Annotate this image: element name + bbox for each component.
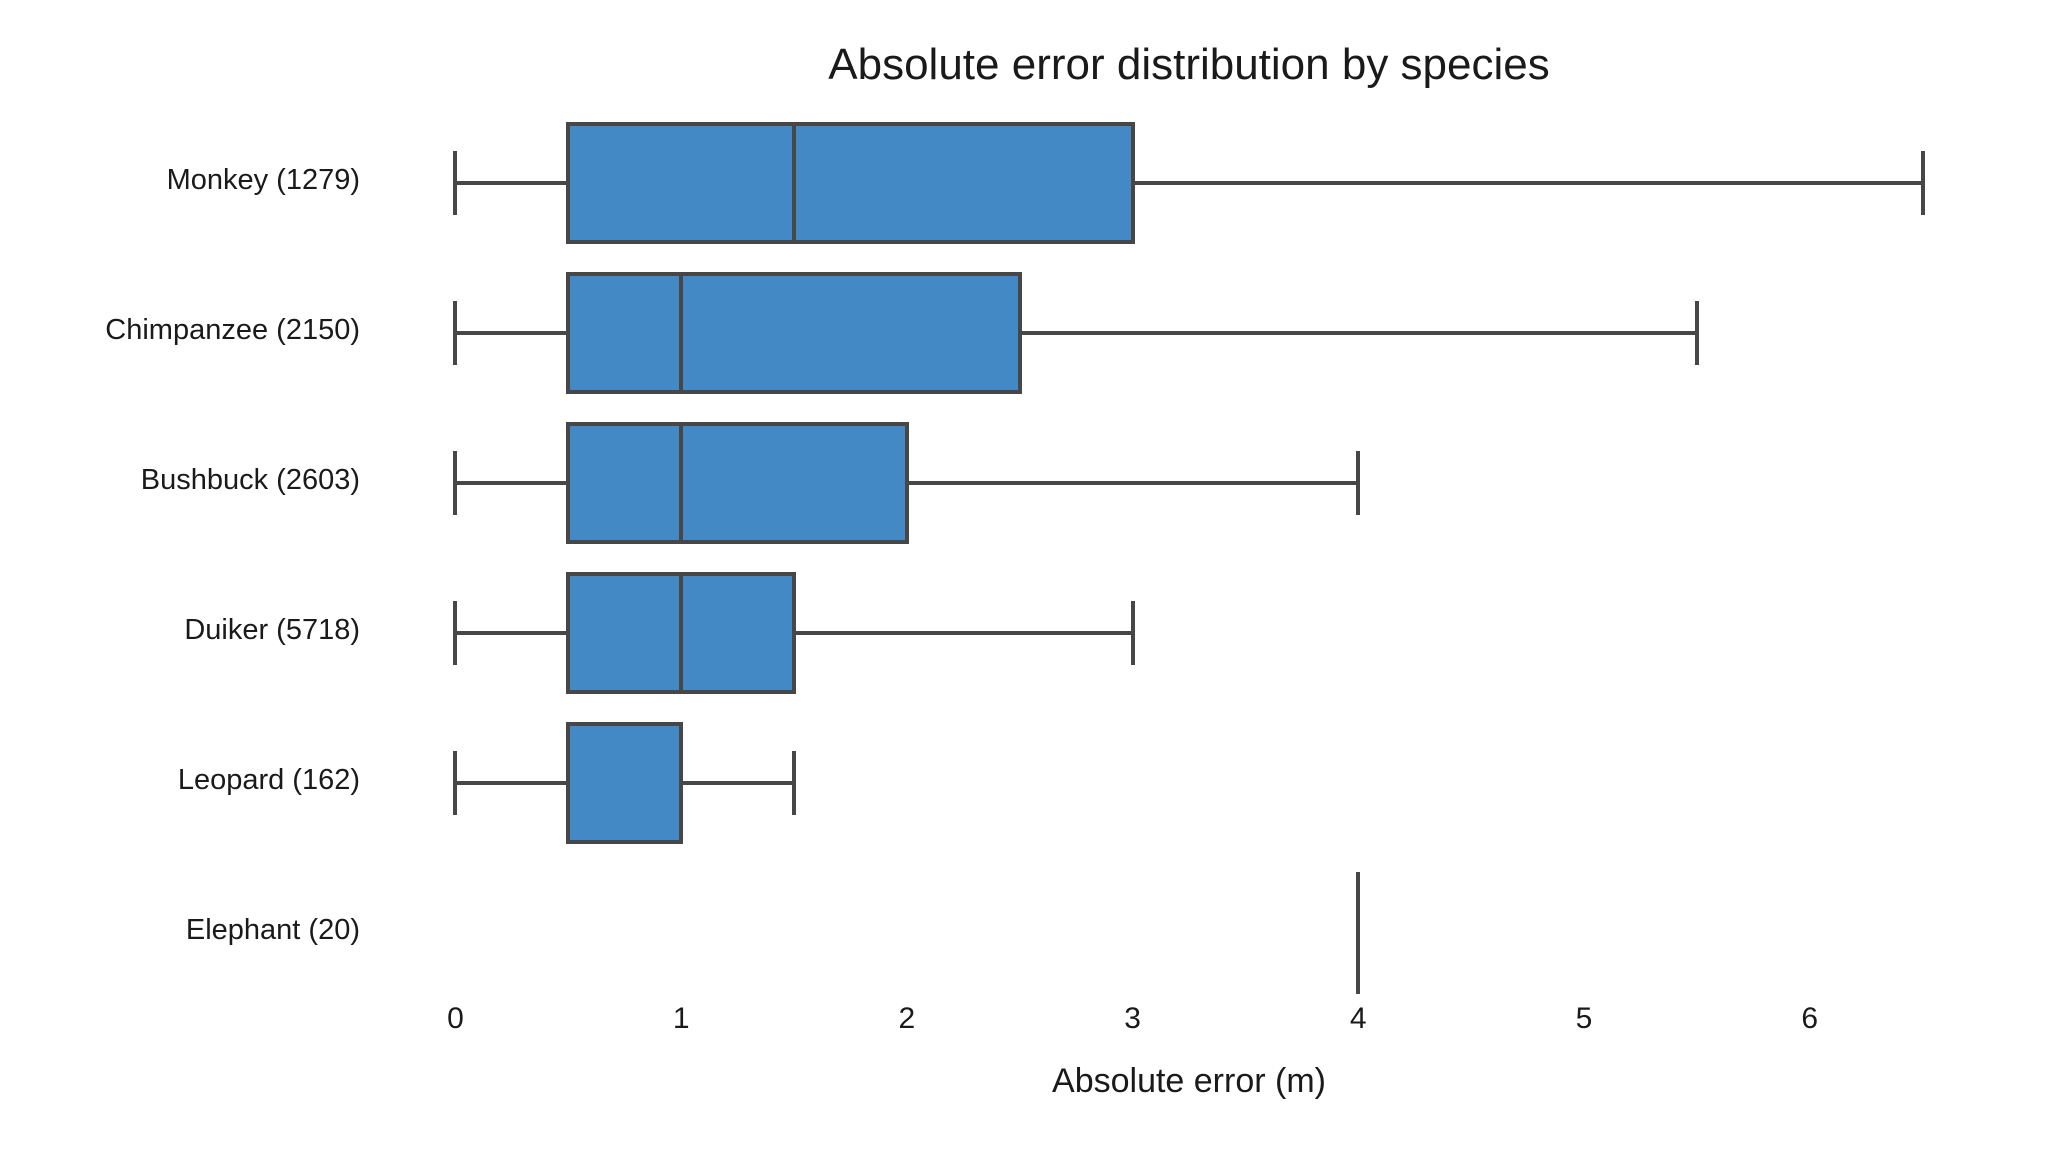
whisker-high-cap <box>792 751 797 815</box>
chart-title: Absolute error distribution by species <box>828 40 1550 89</box>
whisker-low-line <box>455 331 569 335</box>
degenerate-box-line <box>1356 872 1361 994</box>
median-line <box>679 276 684 390</box>
x-axis-label: Absolute error (m) <box>1052 1062 1326 1100</box>
xtick-label: 5 <box>1575 1002 1593 1035</box>
whisker-high-cap <box>1356 451 1361 515</box>
whisker-high-cap <box>1130 601 1135 665</box>
xtick-label: 2 <box>898 1002 916 1035</box>
whisker-high-line <box>794 631 1133 635</box>
whisker-low-cap <box>453 151 458 215</box>
whisker-high-line <box>681 781 795 785</box>
whisker-high-line <box>1019 331 1697 335</box>
median-line <box>679 726 684 840</box>
xtick-label: 4 <box>1349 1002 1367 1035</box>
median-line <box>792 126 797 240</box>
whisker-low-line <box>455 631 569 635</box>
whisker-low-cap <box>453 751 458 815</box>
xtick-label: 6 <box>1801 1002 1818 1035</box>
ytick-label: Leopard (162) <box>177 764 360 796</box>
whisker-low-line <box>455 781 569 785</box>
whisker-low-cap <box>453 601 458 665</box>
iqr-box <box>566 272 1022 394</box>
ytick-label: Duiker (5718) <box>184 614 360 646</box>
whisker-low-line <box>455 181 569 185</box>
xtick-label: 3 <box>1124 1002 1141 1035</box>
ytick-label: Chimpanzee (2150) <box>105 314 360 346</box>
whisker-high-line <box>906 481 1359 485</box>
whisker-high-cap <box>1694 301 1699 365</box>
ytick-label: Bushbuck (2603) <box>140 464 360 496</box>
whisker-high-cap <box>1920 151 1925 215</box>
whisker-low-cap <box>453 451 458 515</box>
xtick-label: 1 <box>672 1002 690 1035</box>
whisker-low-line <box>455 481 569 485</box>
median-line <box>679 426 684 540</box>
iqr-box <box>566 422 909 544</box>
whisker-low-cap <box>453 301 458 365</box>
ytick-label: Monkey (1279) <box>166 164 360 196</box>
whisker-high-line <box>1132 181 1923 185</box>
iqr-box <box>566 722 684 844</box>
median-line <box>679 576 684 690</box>
ytick-label: Elephant (20) <box>185 914 360 946</box>
xtick-label: 0 <box>447 1002 464 1035</box>
iqr-box <box>566 122 1135 244</box>
